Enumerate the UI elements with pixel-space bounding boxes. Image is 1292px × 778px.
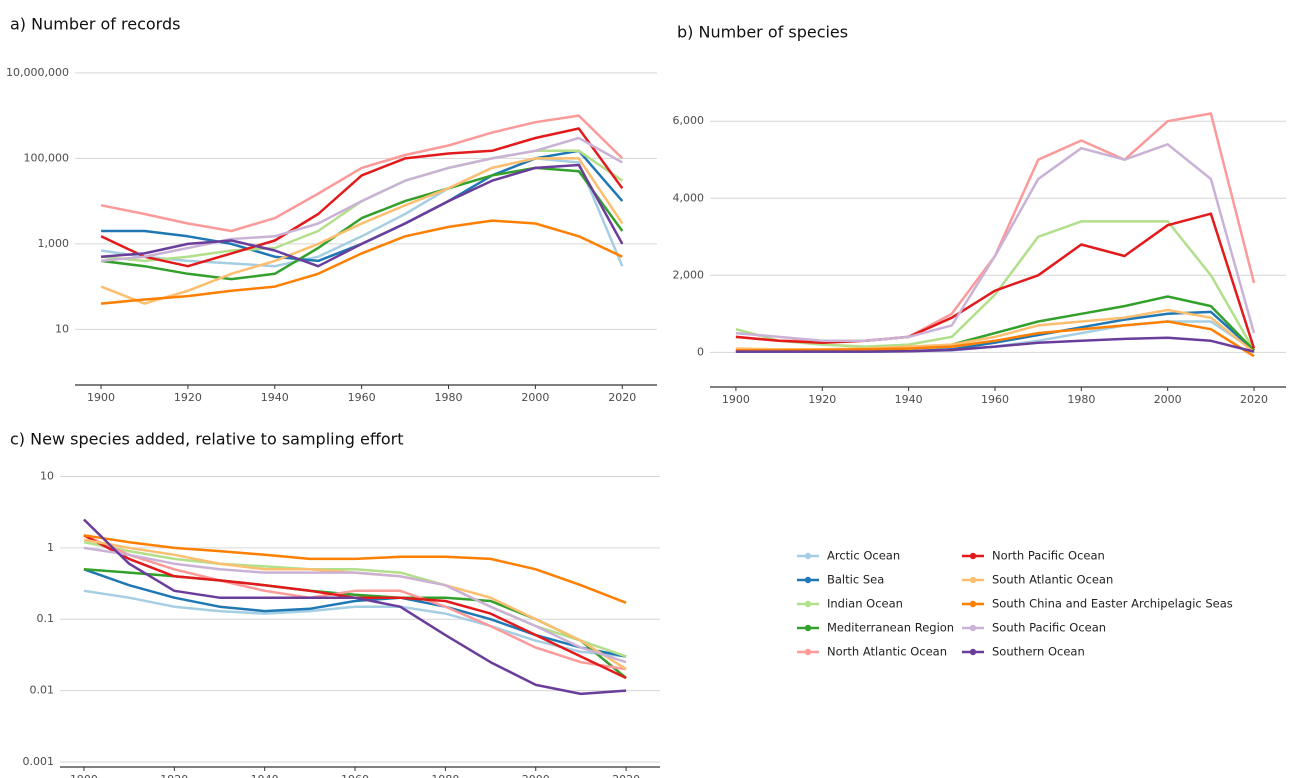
series-line (100, 136, 623, 263)
panel-title: c) New species added, relative to sampli… (10, 430, 404, 449)
series-line (83, 534, 627, 604)
x-tick-label: 1980 (431, 773, 459, 778)
legend-swatch-dot (969, 600, 977, 608)
panel-title: a) Number of records (10, 15, 180, 34)
x-tick-label: 1960 (341, 773, 369, 778)
legend-label: South Pacific Ocean (992, 621, 1106, 635)
x-tick-label: 2020 (612, 773, 640, 778)
legend-label: Mediterranean Region (827, 621, 954, 635)
y-tick-label: 10,000,000 (6, 66, 69, 79)
legend-swatch-dot (969, 576, 977, 584)
y-tick-label: 1 (47, 541, 54, 554)
legend-label: Arctic Ocean (827, 549, 900, 563)
y-tick-label: 0.01 (30, 684, 55, 697)
x-tick-label: 1900 (70, 773, 98, 778)
x-tick-label: 1920 (808, 393, 836, 406)
x-tick-label: 2020 (608, 391, 636, 404)
y-tick-label: 2,000 (673, 268, 705, 281)
legend-label: South Atlantic Ocean (992, 573, 1113, 587)
series-line (735, 320, 1255, 358)
series-line (83, 546, 627, 664)
legend-swatch-dot (804, 552, 812, 560)
legend-swatch-dot (804, 624, 812, 632)
legend-swatch-dot (804, 600, 812, 608)
series-line (735, 212, 1256, 349)
legend-swatch-dot (969, 552, 977, 560)
legend-label: Baltic Sea (827, 573, 884, 587)
series-line (100, 219, 623, 305)
legend-label: North Pacific Ocean (992, 549, 1105, 563)
series-line (100, 114, 624, 233)
series-line (83, 518, 627, 696)
legend-label: Southern Ocean (992, 645, 1085, 659)
x-tick-label: 1960 (348, 391, 376, 404)
x-tick-label: 2020 (1240, 393, 1268, 406)
x-tick-label: 2000 (521, 391, 549, 404)
x-tick-label: 1940 (251, 773, 279, 778)
legend-label: North Atlantic Ocean (827, 645, 947, 659)
series-line (735, 143, 1256, 343)
y-tick-label: 0 (697, 345, 704, 358)
panel-title: b) Number of species (677, 23, 848, 42)
series-line (735, 220, 1256, 352)
y-tick-label: 0.1 (37, 612, 55, 625)
x-tick-label: 1940 (261, 391, 289, 404)
legend-swatch-dot (969, 648, 977, 656)
series-line (83, 534, 627, 671)
y-tick-label: 1,000 (38, 237, 70, 250)
y-tick-label: 100,000 (24, 151, 70, 164)
legend-swatch-dot (804, 576, 812, 584)
series-line (101, 163, 624, 268)
y-tick-label: 0.001 (23, 755, 55, 768)
y-tick-label: 10 (40, 469, 54, 482)
x-tick-label: 1900 (87, 391, 115, 404)
x-tick-label: 2000 (1154, 393, 1182, 406)
legend-swatch-dot (969, 624, 977, 632)
series-line (100, 127, 624, 268)
x-tick-label: 1920 (174, 391, 202, 404)
series-line (735, 112, 1256, 343)
y-tick-label: 10 (55, 322, 69, 335)
x-tick-label: 1940 (895, 393, 923, 406)
x-tick-label: 1980 (435, 391, 463, 404)
x-tick-label: 1900 (722, 393, 750, 406)
legend-label: South China and Easter Archipelagic Seas (992, 597, 1233, 611)
series-line (83, 589, 627, 658)
y-tick-label: 4,000 (673, 191, 705, 204)
y-tick-label: 6,000 (673, 114, 705, 127)
x-tick-label: 1920 (160, 773, 188, 778)
series-line (735, 336, 1255, 353)
series-line (100, 157, 624, 305)
legend-label: Indian Ocean (827, 597, 903, 611)
x-tick-label: 2000 (522, 773, 550, 778)
x-tick-label: 1960 (981, 393, 1009, 406)
legend-swatch-dot (804, 648, 812, 656)
x-tick-label: 1980 (1067, 393, 1095, 406)
